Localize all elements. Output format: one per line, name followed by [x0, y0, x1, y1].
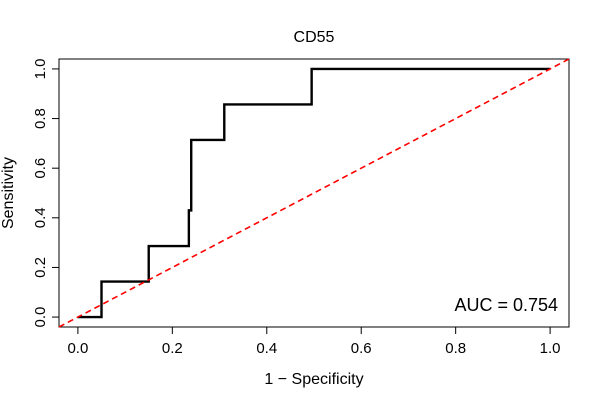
y-axis: 0.0 0.2 0.4 0.6 0.8 1.0 [32, 58, 60, 328]
x-tick-label: 0.0 [67, 340, 88, 357]
x-tick-label: 0.6 [351, 340, 372, 357]
y-tick-label: 0.4 [32, 207, 49, 228]
reference-diagonal [58, 58, 570, 328]
y-tick-label: 0.6 [32, 158, 49, 179]
plot-frame [58, 58, 570, 328]
auc-annotation: AUC = 0.754 [454, 295, 558, 315]
x-axis-label: 1 − Specificity [264, 371, 363, 388]
roc-curve [77, 67, 551, 319]
y-axis-label: Sensitivity [0, 157, 17, 229]
y-tick-label: 0.8 [32, 108, 49, 129]
x-tick-label: 0.2 [162, 340, 183, 357]
y-tick-label: 0.0 [32, 307, 49, 328]
y-tick-label: 0.2 [32, 257, 49, 278]
x-tick-label: 0.8 [445, 340, 466, 357]
x-tick-label: 1.0 [540, 340, 561, 357]
x-tick-label: 0.4 [256, 340, 277, 357]
series-layer [58, 58, 570, 328]
y-tick-label: 1.0 [32, 58, 49, 79]
x-axis: 0.0 0.2 0.4 0.6 0.8 1.0 [67, 326, 561, 357]
chart-title: CD55 [294, 29, 335, 46]
